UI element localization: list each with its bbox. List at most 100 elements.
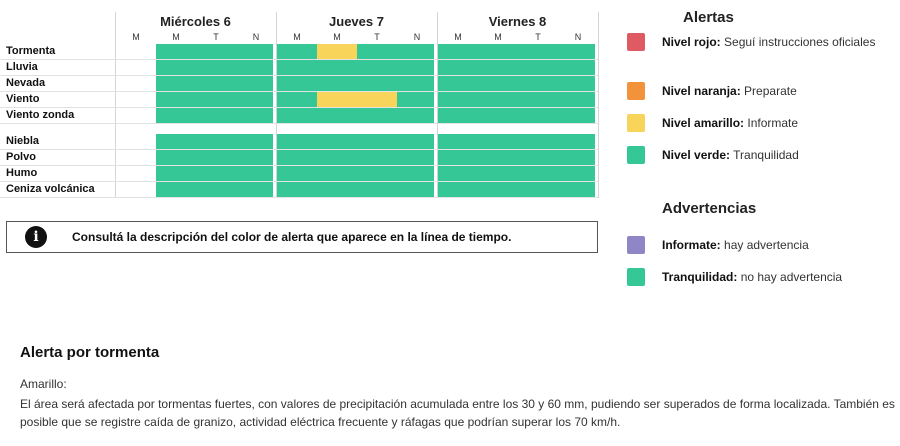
alert-cell-green <box>438 166 478 181</box>
legend-text: Tranquilidad: no hay advertencia <box>662 268 887 287</box>
legend-level-name: Tranquilidad: <box>662 270 738 284</box>
row-divider <box>0 75 598 76</box>
phenomenon-label: Viento <box>6 93 40 105</box>
legend-text: Nivel rojo: Seguí instrucciones oficiale… <box>662 33 887 52</box>
legend-text: Nivel amarillo: Informate <box>662 114 887 133</box>
alert-description-level: Amarillo: <box>20 377 67 391</box>
alert-cell-green <box>518 134 558 149</box>
alert-cell-green <box>478 44 518 59</box>
time-slot-label: M <box>494 32 502 42</box>
time-slot-label: M <box>293 32 301 42</box>
alert-cell-green <box>357 108 397 123</box>
alert-cell-green <box>518 108 558 123</box>
alert-cell-green <box>518 166 558 181</box>
alert-cell-green <box>156 92 196 107</box>
row-divider <box>0 59 598 60</box>
alert-cell-green <box>478 92 518 107</box>
alert-cell-green <box>518 92 558 107</box>
alert-cell-green <box>357 150 397 165</box>
alert-cell-green <box>357 60 397 75</box>
info-notice: i Consultá la descripción del color de a… <box>6 221 598 253</box>
alert-cell-green <box>277 76 317 91</box>
alert-cell-green <box>277 44 317 59</box>
alert-cell-green <box>196 60 236 75</box>
legend-swatch <box>627 114 645 132</box>
alert-cell-green <box>518 150 558 165</box>
time-slot-label: T <box>213 32 219 42</box>
alert-cell-green <box>357 166 397 181</box>
alert-cell-green <box>156 76 196 91</box>
alert-cell-green <box>397 166 434 181</box>
legend-text: Nivel verde: Tranquilidad <box>662 146 887 165</box>
alert-cell-green <box>438 150 478 165</box>
legend-level-description: Seguí instrucciones oficiales <box>724 35 876 49</box>
alert-cell-green <box>558 60 595 75</box>
legend-swatch <box>627 33 645 51</box>
alert-cell-green <box>156 60 196 75</box>
alert-cell-green <box>236 150 273 165</box>
alert-cell-green <box>156 182 196 197</box>
alert-cell-green <box>438 44 478 59</box>
phenomenon-label: Lluvia <box>6 61 38 73</box>
legend-level-name: Nivel verde: <box>662 148 731 162</box>
phenomenon-label: Humo <box>6 167 38 179</box>
row-divider <box>0 197 598 198</box>
alert-cell-green <box>397 76 434 91</box>
info-notice-text: Consultá la descripción del color de ale… <box>72 230 512 244</box>
phenomenon-label: Niebla <box>6 135 40 147</box>
alert-cell-green <box>156 44 196 59</box>
alert-cell-green <box>478 134 518 149</box>
alert-cell-green <box>397 108 434 123</box>
alert-cell-green <box>478 182 518 197</box>
day-column-divider <box>598 12 599 198</box>
alert-cell-green <box>478 166 518 181</box>
legend-level-name: Informate: <box>662 238 721 252</box>
legend-level-description: hay advertencia <box>724 238 809 252</box>
alert-cell-green <box>156 166 196 181</box>
alert-timeline: Miércoles 6 M M T N Jueves 7 M M T N Viernes 8 M M T N… <box>0 0 600 205</box>
legend-level-name: Nivel amarillo: <box>662 116 745 130</box>
time-slot-label: T <box>374 32 380 42</box>
day-column-divider <box>276 12 277 198</box>
alert-cell-green <box>236 108 273 123</box>
alert-cell-green <box>438 76 478 91</box>
alert-cell-green <box>196 150 236 165</box>
legend-swatch <box>627 268 645 286</box>
alert-cell-green <box>236 182 273 197</box>
alert-cell-green <box>518 60 558 75</box>
alert-cell-green <box>558 92 595 107</box>
alert-cell-green <box>397 134 434 149</box>
alert-cell-yellow <box>317 44 357 59</box>
alert-cell-green <box>558 108 595 123</box>
row-divider <box>0 165 598 166</box>
alert-cell-green <box>397 44 434 59</box>
legend-text: Informate: hay advertencia <box>662 236 887 255</box>
alert-cell-green <box>397 150 434 165</box>
alert-cell-green <box>357 76 397 91</box>
alert-cell-green <box>196 134 236 149</box>
alert-cell-green <box>558 150 595 165</box>
alerts-legend-title: Alertas <box>683 9 734 26</box>
alert-cell-green <box>478 60 518 75</box>
alert-cell-green <box>317 108 357 123</box>
row-divider <box>0 91 598 92</box>
day-column-divider <box>437 12 438 198</box>
row-divider <box>0 123 598 124</box>
alert-cell-green <box>518 76 558 91</box>
day-column-divider <box>115 12 116 198</box>
alert-cell-green <box>317 134 357 149</box>
alert-cell-green <box>438 182 478 197</box>
alert-cell-green <box>558 182 595 197</box>
row-divider <box>0 107 598 108</box>
alert-cell-yellow <box>357 92 397 107</box>
time-slot-label: M <box>333 32 341 42</box>
legend-level-description: Informate <box>747 116 799 130</box>
alert-cell-green <box>397 182 434 197</box>
alert-cell-green <box>438 60 478 75</box>
alert-cell-green <box>196 76 236 91</box>
time-slot-label: M <box>172 32 180 42</box>
time-slot-label: N <box>413 32 421 42</box>
alert-cell-green <box>236 60 273 75</box>
alert-cell-yellow <box>317 92 357 107</box>
row-divider <box>0 181 598 182</box>
